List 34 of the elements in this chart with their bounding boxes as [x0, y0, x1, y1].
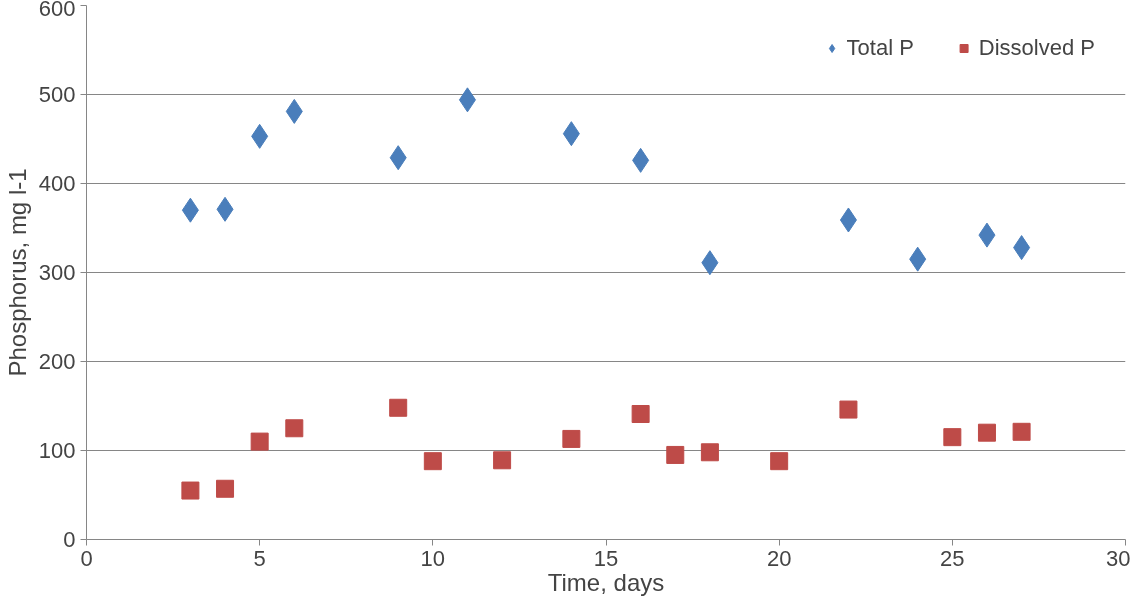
x-tick-label: 20 — [766, 545, 792, 571]
x-tick-label: 30 — [1106, 545, 1131, 571]
point — [562, 429, 581, 448]
y-tick-label: 100 — [38, 438, 76, 463]
point — [666, 445, 685, 464]
x-tick-label: 15 — [593, 545, 619, 571]
x-axis-title: Time, days — [547, 568, 665, 596]
legend-label: Total P — [846, 35, 914, 61]
point — [943, 428, 962, 447]
y-tick-label: 500 — [38, 82, 76, 107]
legend-label: Dissolved P — [978, 35, 1095, 61]
point — [285, 419, 304, 438]
point — [1012, 422, 1031, 441]
point — [700, 443, 719, 462]
y-tick-label: 400 — [38, 171, 76, 196]
point — [631, 405, 650, 424]
point — [493, 451, 512, 470]
point — [977, 423, 996, 442]
y-axis-title: Phosphorus, mg l-1 — [3, 168, 31, 377]
x-tick-label: 25 — [940, 545, 965, 571]
y-tick-label: 200 — [38, 349, 76, 374]
point — [839, 400, 858, 419]
y-tick-label: 0 — [63, 527, 76, 552]
x-tick-label: 10 — [420, 545, 446, 571]
point — [216, 479, 235, 498]
y-tick-label: 600 — [38, 0, 76, 21]
point — [181, 481, 200, 500]
point — [423, 452, 442, 471]
point — [250, 432, 269, 451]
y-tick-label: 300 — [38, 260, 76, 285]
point — [770, 452, 789, 471]
x-tick-label: 5 — [253, 545, 266, 571]
x-tick-label: 0 — [80, 545, 93, 571]
point — [389, 398, 408, 417]
